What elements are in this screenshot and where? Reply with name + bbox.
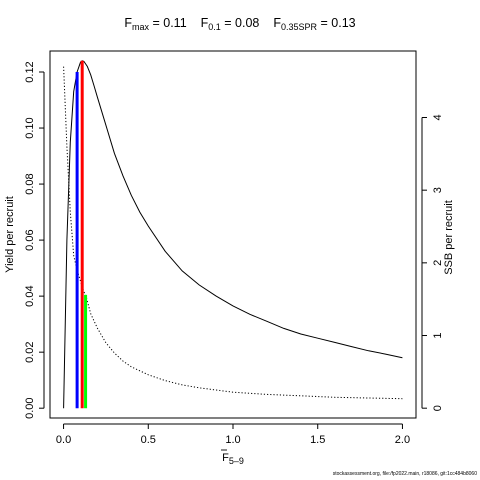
y-right-tick-label: 2	[432, 260, 444, 266]
y-left-tick-label: 0.10	[24, 117, 36, 138]
title-part-value-1: = 0.08	[221, 16, 260, 30]
y-left-tick-label: 0.06	[24, 229, 36, 250]
title-part-value-2: = 0.13	[317, 16, 356, 30]
x-axis-label-sub: 5–9	[229, 456, 244, 466]
x-axis-label-main: F	[222, 452, 229, 464]
chart-title-text: Fmax = 0.11 F0.1 = 0.08 F0.35SPR = 0.13	[124, 16, 355, 32]
y-left-tick-label: 0.02	[24, 341, 36, 362]
yield-per-recruit-line	[63, 60, 403, 409]
y-right-axis-label: SSB per recruit	[443, 200, 455, 275]
x-axis-label: F5–9	[222, 452, 244, 466]
title-part-1: F	[201, 16, 209, 30]
title-part-2: F	[273, 16, 281, 30]
title-part-value-0: = 0.11	[149, 16, 187, 30]
y-left-axis: 0.00 0.02 0.04 0.06 0.08 0.10 0.12	[24, 61, 45, 419]
title-part-sub-2: 0.35SPR	[281, 22, 318, 32]
y-right-tick-label: 0	[432, 405, 444, 411]
series-group	[63, 60, 403, 409]
y-right-tick-label: 3	[432, 187, 444, 193]
y-left-axis-label: Yield per recruit	[4, 196, 16, 273]
y-right-axis: 0 1 2 3 4	[421, 114, 444, 411]
plot-frame	[49, 50, 417, 419]
title-part-sub-0: max	[132, 22, 150, 32]
chart-title: Fmax = 0.11 F0.1 = 0.08 F0.35SPR = 0.13	[124, 16, 355, 32]
x-tick-label: 2.0	[395, 434, 410, 446]
y-right-tick-label: 1	[432, 332, 444, 338]
reference-lines	[75, 60, 88, 409]
y-left-tick-label: 0.12	[24, 61, 36, 82]
title-part-0: F	[124, 16, 132, 30]
ssb-per-recruit-line	[63, 66, 403, 400]
x-tick-label: 1.0	[225, 434, 240, 446]
y-left-tick-label: 0.08	[24, 173, 36, 194]
x-axis: 0.0 0.5 1.0 1.5 2.0	[56, 423, 410, 446]
y-right-tick-label: 4	[432, 114, 444, 120]
y-left-tick-label: 0.00	[24, 397, 36, 418]
x-tick-label: 0.0	[56, 434, 71, 446]
x-tick-label: 1.5	[310, 434, 325, 446]
y-left-tick-label: 0.04	[24, 285, 36, 306]
title-part-sub-1: 0.1	[208, 22, 221, 32]
footer-text: stockassessment.org, file:/fp2022.main, …	[332, 471, 477, 477]
x-tick-label: 0.5	[141, 434, 156, 446]
